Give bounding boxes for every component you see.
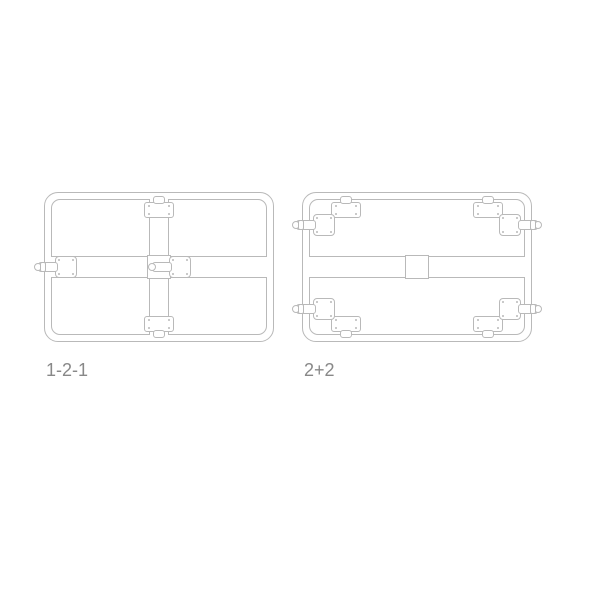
diagram-panel-22 (302, 192, 532, 342)
diagram-stage: { "canvas": { "w": 600, "h": 600, "backg… (0, 0, 600, 600)
label-22: 2+2 (304, 360, 335, 381)
diagram-panel-121 (44, 192, 274, 342)
label-121: 1-2-1 (46, 360, 88, 381)
